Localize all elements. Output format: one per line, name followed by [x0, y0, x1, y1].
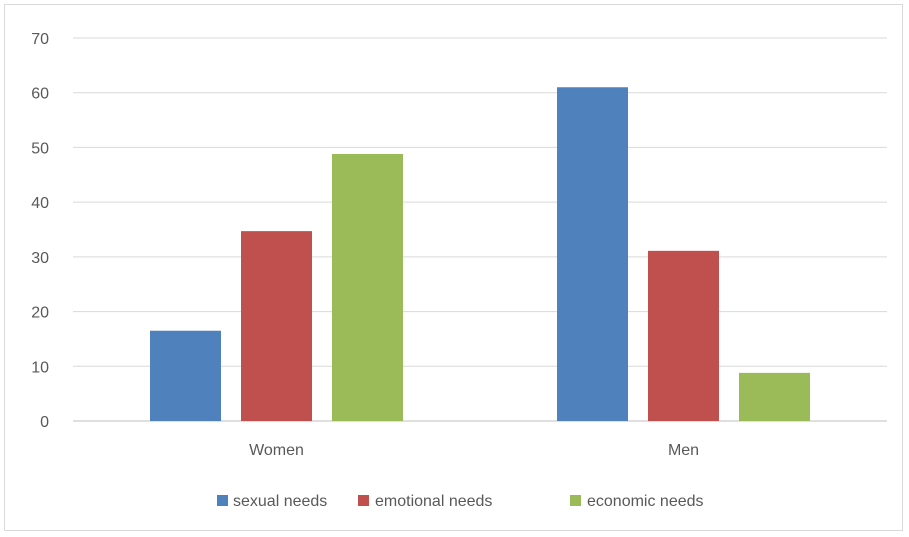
- bar-sexual-needs-men: [557, 87, 628, 421]
- bar-economic-needs-men: [739, 372, 810, 421]
- y-axis: 0 10 20 30 40 50 60 70: [31, 31, 49, 431]
- bars: [150, 87, 810, 421]
- legend-label: sexual needs: [233, 493, 327, 510]
- gridlines: [73, 37, 887, 422]
- x-axis: Women Men: [249, 442, 699, 459]
- bar-chart: 0 10 20 30 40 50 60 70 Women Men sexual needs emo…: [31, 31, 887, 510]
- y-tick-label: 40: [31, 195, 49, 212]
- legend-swatch: [217, 495, 228, 506]
- bar-economic-needs-women: [332, 153, 403, 421]
- x-tick-label: Women: [249, 442, 304, 459]
- x-tick-label: Men: [668, 442, 699, 459]
- y-tick-label: 50: [31, 140, 49, 157]
- bar-sexual-needs-women: [150, 330, 221, 421]
- y-tick-label: 70: [31, 31, 49, 48]
- bar-emotional-needs-men: [648, 250, 719, 421]
- y-tick-label: 20: [31, 305, 49, 322]
- y-tick-label: 30: [31, 250, 49, 267]
- legend-label: emotional needs: [375, 493, 492, 510]
- legend-label: economic needs: [587, 493, 704, 510]
- y-tick-label: 60: [31, 86, 49, 103]
- legend-swatch: [358, 495, 369, 506]
- legend-swatch: [570, 495, 581, 506]
- chart-area: 0 10 20 30 40 50 60 70 Women Men sexual needs emo…: [4, 4, 903, 531]
- y-tick-label: 10: [31, 359, 49, 376]
- bar-emotional-needs-women: [241, 231, 312, 421]
- legend: sexual needs emotional needs economic need…: [217, 493, 704, 510]
- y-tick-label: 0: [40, 414, 49, 431]
